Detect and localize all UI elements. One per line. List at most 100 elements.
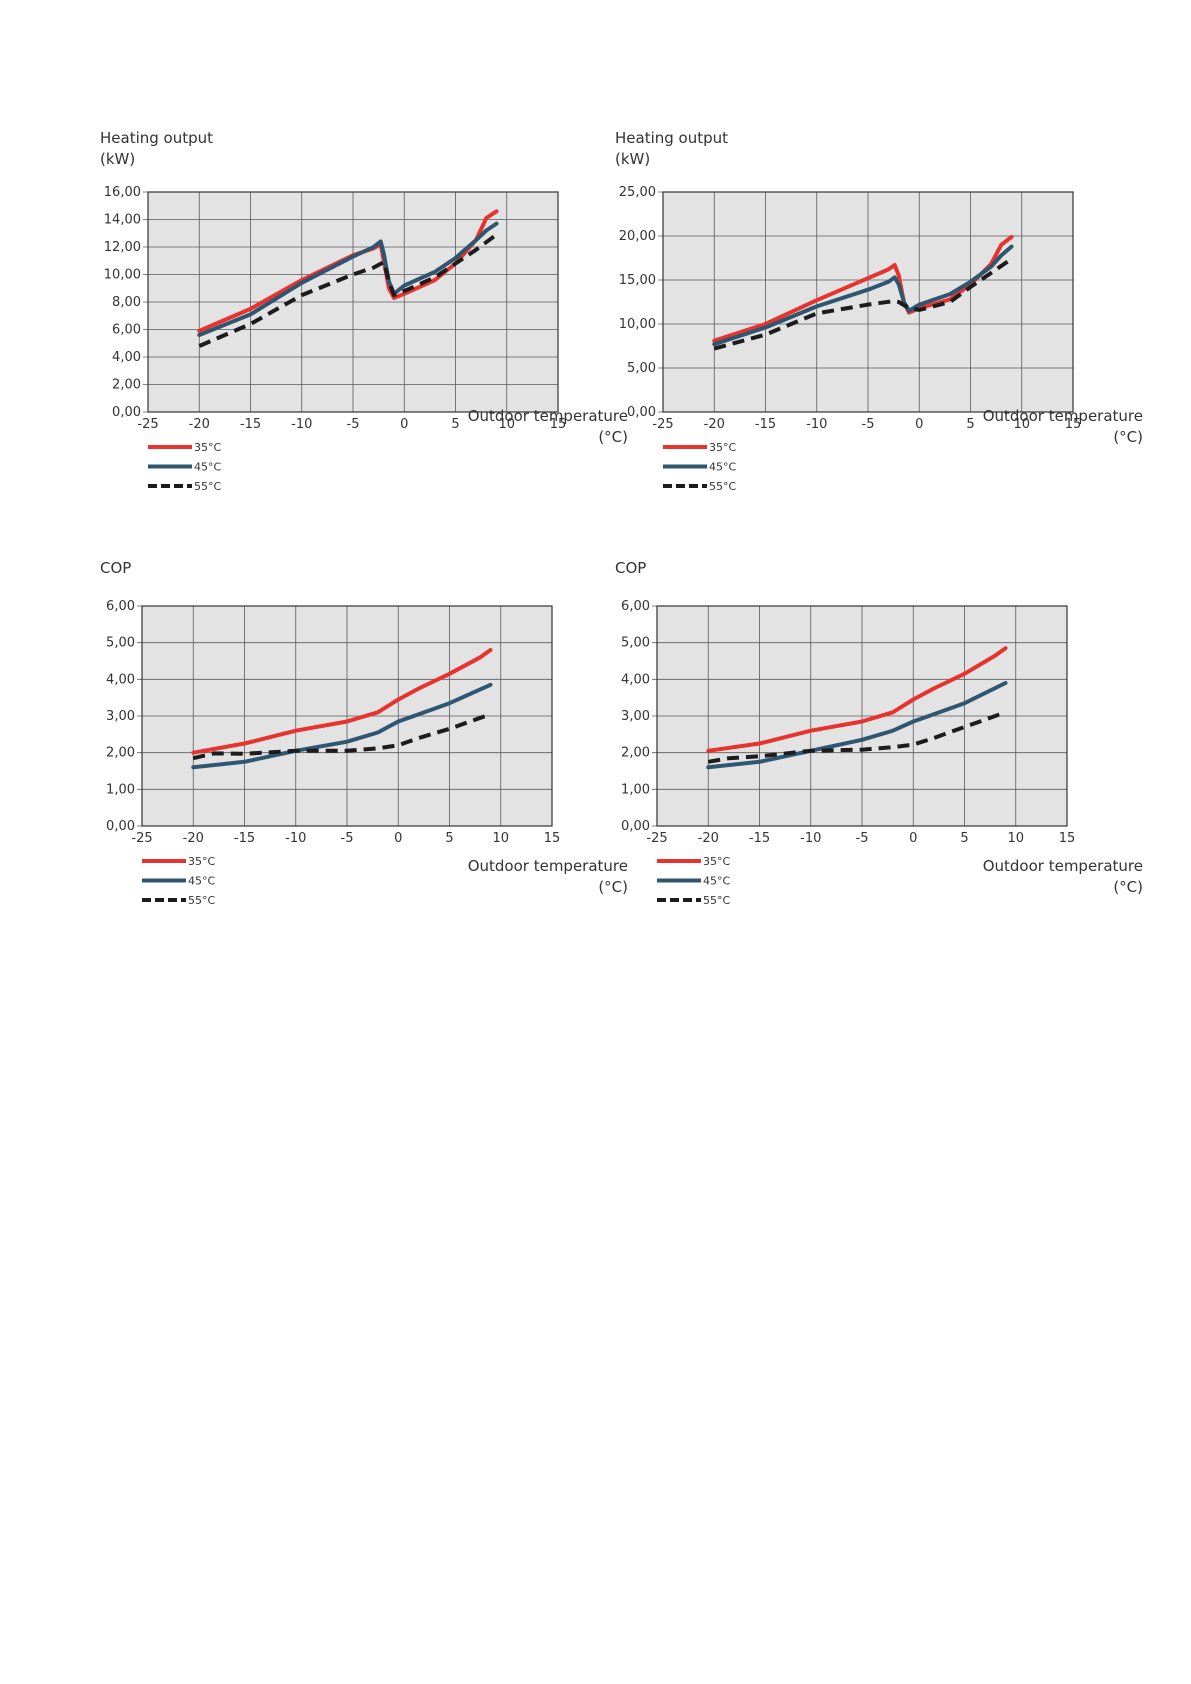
series-line-2 xyxy=(198,232,498,348)
x-tick-label: 5 xyxy=(966,417,974,432)
y-tick-label: 25,00 xyxy=(619,185,656,200)
y-tick-label: 8,00 xyxy=(112,295,141,310)
series-line-1 xyxy=(706,681,1008,770)
plot-area: -25 -20 -15 -10 -5 0 5 10 15 0,00 5,00 10,00 15,00 20… xyxy=(619,185,1082,493)
y-tick-label: 0,00 xyxy=(112,405,141,420)
y-tick-label: 0,00 xyxy=(627,405,656,420)
plot-area: -25 -20 -15 -10 -5 0 5 10 15 0,00 1,00 2,00 3,00 4,00… xyxy=(106,599,561,907)
plot-frame xyxy=(147,191,559,413)
legend-label: 35°C xyxy=(703,855,730,868)
y-tick-label: 14,00 xyxy=(104,213,141,228)
y-tick-label: 2,00 xyxy=(621,746,650,761)
x-tick-label: 15 xyxy=(550,417,567,432)
x-axis-label: Outdoor temperature (°C) xyxy=(467,407,628,446)
x-tick-label: -25 xyxy=(652,417,673,432)
x-tick-label: -25 xyxy=(646,831,667,846)
x-axis-label: Outdoor temperature (°C) xyxy=(982,857,1143,896)
x-axis-label: Outdoor temperature (°C) xyxy=(467,857,628,896)
x-tick-label: 10 xyxy=(1007,831,1024,846)
y-tick-label: 0,00 xyxy=(106,819,135,834)
x-tick-label: 10 xyxy=(1013,417,1030,432)
y-tick-label: 4,00 xyxy=(621,672,650,687)
y-tick-label: 1,00 xyxy=(621,782,650,797)
y-tick-label: 15,00 xyxy=(619,273,656,288)
y-tick-label: 10,00 xyxy=(104,268,141,283)
legend-label: 55°C xyxy=(188,894,215,907)
x-tick-label: 15 xyxy=(1059,831,1076,846)
x-tick-label: 5 xyxy=(960,831,968,846)
legend-label: 45°C xyxy=(703,875,730,888)
chart-cop-right: COP -25 -20 -15 -10 -5 0 5 10 15 0,00 1,00 2,00 3,00… xyxy=(615,558,1143,938)
y-tick-label: 6,00 xyxy=(106,599,135,614)
x-tick-label: 0 xyxy=(915,417,923,432)
y-tick-label: 4,00 xyxy=(112,350,141,365)
y-tick-label: 10,00 xyxy=(619,317,656,332)
y-tick-label: 6,00 xyxy=(112,323,141,338)
legend-label: 55°C xyxy=(703,894,730,907)
y-axis-label: COP xyxy=(615,559,647,577)
legend-label: 55°C xyxy=(709,480,736,493)
y-tick-label: 3,00 xyxy=(621,709,650,724)
series-line-0 xyxy=(191,648,493,755)
legend-label: 35°C xyxy=(709,441,736,454)
legend-label: 45°C xyxy=(188,875,215,888)
series-line-1 xyxy=(712,244,1014,347)
x-tick-label: 0 xyxy=(394,831,402,846)
y-tick-label: 1,00 xyxy=(106,782,135,797)
plot-frame xyxy=(141,605,553,827)
x-tick-label: -5 xyxy=(347,417,360,432)
y-axis-label: Heating output (kW) xyxy=(100,129,214,168)
y-tick-label: 5,00 xyxy=(106,636,135,651)
x-tick-label: -25 xyxy=(137,417,158,432)
legend-label: 45°C xyxy=(709,461,736,474)
x-tick-label: -10 xyxy=(285,831,306,846)
y-tick-label: 3,00 xyxy=(106,709,135,724)
chart-heating-output-left: Heating output (kW) -25 -20 -15 -10 -5 0 5 10 15… xyxy=(100,128,628,508)
y-tick-label: 0,00 xyxy=(621,819,650,834)
y-tick-label: 20,00 xyxy=(619,229,656,244)
x-tick-label: 5 xyxy=(445,831,453,846)
x-tick-label: 0 xyxy=(909,831,917,846)
x-tick-label: -20 xyxy=(189,417,210,432)
y-tick-label: 6,00 xyxy=(621,599,650,614)
x-tick-label: 15 xyxy=(544,831,561,846)
y-tick-label: 5,00 xyxy=(627,361,656,376)
legend-label: 35°C xyxy=(194,441,221,454)
x-tick-label: 10 xyxy=(498,417,515,432)
x-tick-label: 5 xyxy=(451,417,459,432)
x-tick-label: -10 xyxy=(291,417,312,432)
series-line-1 xyxy=(197,221,499,337)
y-tick-label: 2,00 xyxy=(112,378,141,393)
x-tick-label: -15 xyxy=(240,417,261,432)
plot-frame xyxy=(662,191,1074,413)
y-axis-label: Heating output (kW) xyxy=(615,129,729,168)
plot-area: -25 -20 -15 -10 -5 0 5 10 15 0,00 2,00 4,00 6,00 8,00… xyxy=(104,185,567,493)
series-line-2 xyxy=(713,257,1013,351)
x-tick-label: -5 xyxy=(341,831,354,846)
chart-cop-left: COP -25 -20 -15 -10 -5 0 5 10 15 0,00 1,00 2,00 3,00… xyxy=(100,558,628,938)
legend-label: 45°C xyxy=(194,461,221,474)
x-tick-label: -10 xyxy=(800,831,821,846)
x-tick-label: 15 xyxy=(1065,417,1082,432)
chart-heating-output-right: Heating output (kW) -25 -20 -15 -10 -5 0 5 10 15… xyxy=(615,128,1143,508)
x-tick-label: -5 xyxy=(862,417,875,432)
x-tick-label: 0 xyxy=(400,417,408,432)
x-tick-label: -25 xyxy=(131,831,152,846)
x-tick-label: 10 xyxy=(492,831,509,846)
x-tick-label: -5 xyxy=(856,831,869,846)
x-tick-label: -20 xyxy=(698,831,719,846)
series-line-0 xyxy=(706,646,1008,753)
x-tick-label: -15 xyxy=(234,831,255,846)
x-axis-label: Outdoor temperature (°C) xyxy=(982,407,1143,446)
series-line-1 xyxy=(191,682,493,770)
y-tick-label: 5,00 xyxy=(621,636,650,651)
plot-area: -25 -20 -15 -10 -5 0 5 10 15 0,00 1,00 2,00 3,00 4,00… xyxy=(621,599,1076,907)
y-tick-label: 16,00 xyxy=(104,185,141,200)
x-tick-label: -15 xyxy=(749,831,770,846)
y-tick-label: 2,00 xyxy=(106,746,135,761)
legend-label: 55°C xyxy=(194,480,221,493)
x-tick-label: -15 xyxy=(755,417,776,432)
y-tick-label: 4,00 xyxy=(106,672,135,687)
y-tick-label: 12,00 xyxy=(104,240,141,255)
y-axis-label: COP xyxy=(100,559,132,577)
